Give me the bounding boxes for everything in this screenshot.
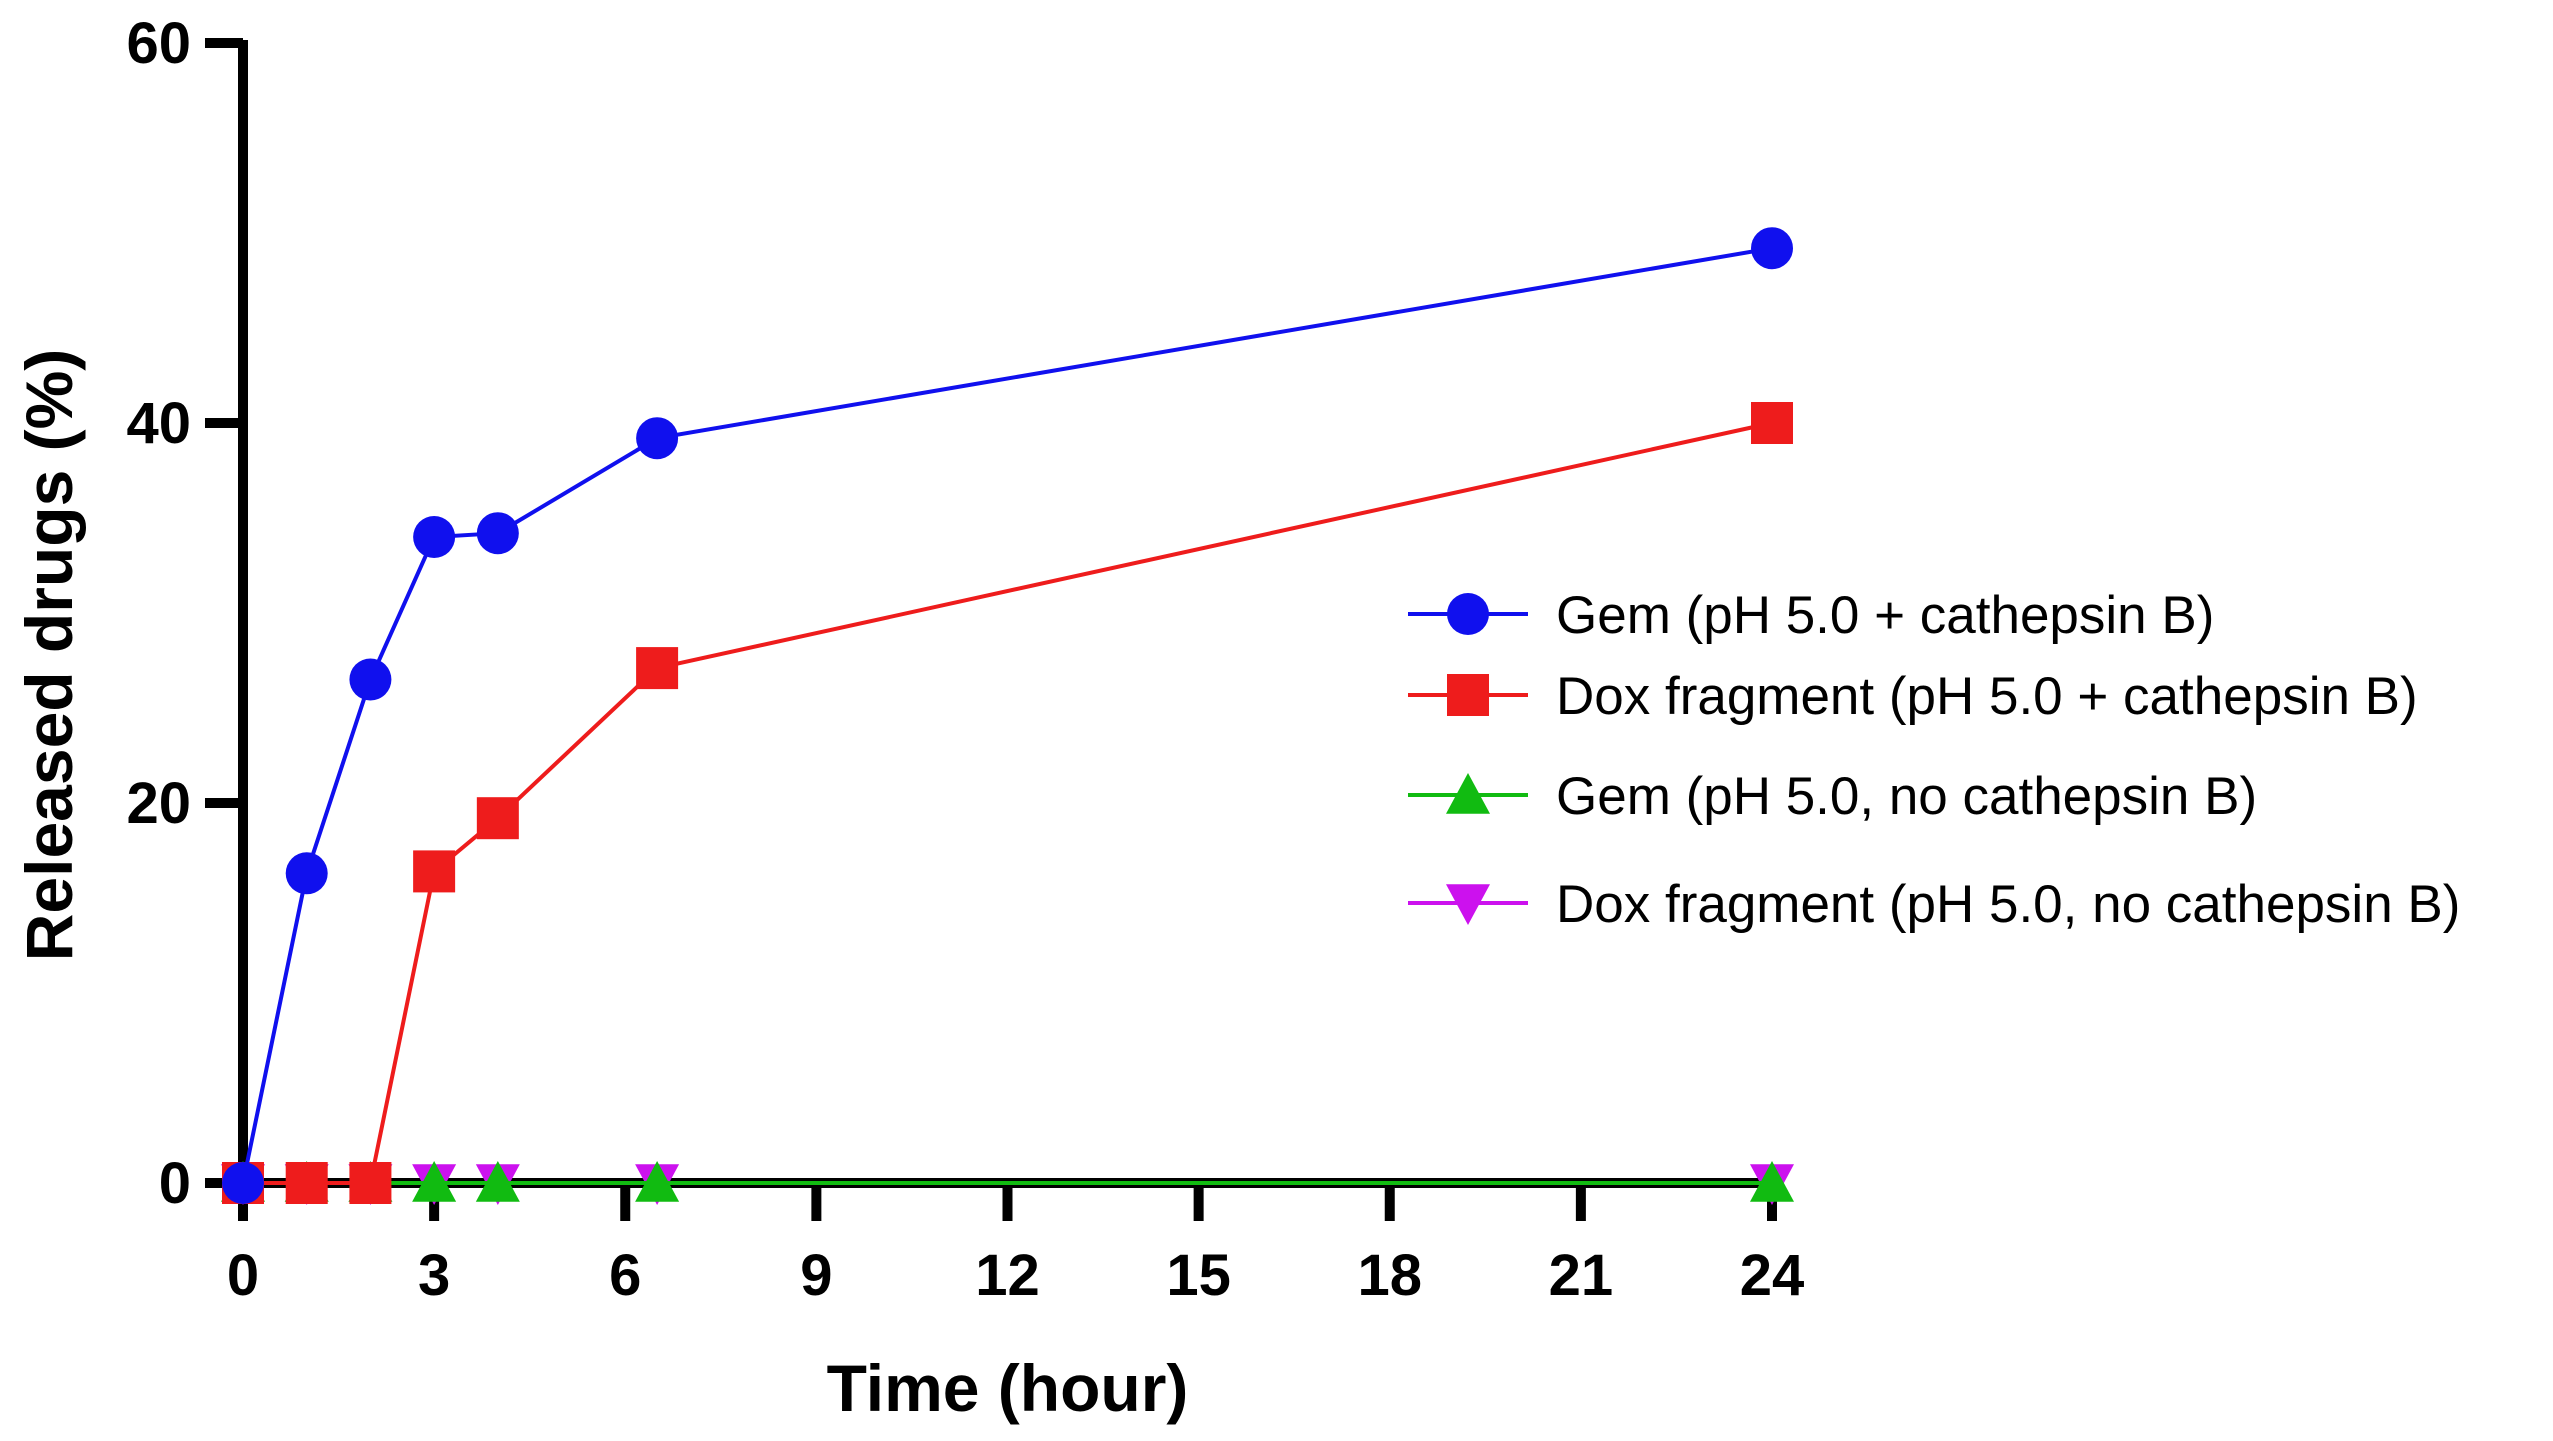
data-point bbox=[285, 852, 328, 895]
legend-label: Dox fragment (pH 5.0 + cathepsin B) bbox=[1556, 667, 2418, 726]
legend-marker bbox=[1447, 593, 1489, 635]
data-point bbox=[635, 1161, 680, 1202]
legend-label: Gem (pH 5.0 + cathepsin B) bbox=[1556, 586, 2214, 645]
legend: Gem (pH 5.0 + cathepsin B) Dox fragment (… bbox=[1408, 586, 2460, 934]
series-line bbox=[243, 421, 1773, 1185]
data-point bbox=[285, 1162, 328, 1204]
x-tick-label: 0 bbox=[227, 1243, 259, 1308]
data-point bbox=[1751, 402, 1793, 444]
legend-item: Gem (pH 5.0 + cathepsin B) bbox=[1408, 586, 2214, 645]
y-tick-label: 20 bbox=[126, 771, 191, 836]
x-tick-label: 15 bbox=[1166, 1243, 1231, 1308]
x-tick-label: 6 bbox=[609, 1243, 641, 1308]
legend-label: Gem (pH 5.0, no cathepsin B) bbox=[1556, 767, 2257, 826]
x-tick-label: 9 bbox=[800, 1243, 832, 1308]
data-point bbox=[476, 797, 519, 840]
legend-item: Gem (pH 5.0, no cathepsin B) bbox=[1408, 767, 2257, 826]
series-0 bbox=[222, 227, 1793, 1204]
data-point bbox=[413, 850, 456, 893]
x-tick-label: 12 bbox=[975, 1243, 1040, 1308]
x-axis-title: Time (hour) bbox=[827, 1351, 1189, 1425]
x-tick-label: 21 bbox=[1549, 1243, 1614, 1308]
data-point bbox=[1750, 1161, 1794, 1202]
data-point bbox=[636, 417, 679, 460]
legend-marker bbox=[1446, 773, 1490, 814]
data-point bbox=[412, 1161, 457, 1202]
x-tick-label: 18 bbox=[1357, 1243, 1422, 1308]
legend-label: Dox fragment (pH 5.0, no cathepsin B) bbox=[1556, 875, 2460, 934]
data-point bbox=[476, 512, 519, 555]
legend-marker bbox=[1447, 674, 1489, 716]
data-point bbox=[222, 1162, 264, 1204]
data-point bbox=[475, 1161, 520, 1202]
y-tick-label: 40 bbox=[126, 391, 191, 456]
data-point bbox=[349, 658, 392, 701]
data-point bbox=[636, 647, 679, 690]
x-tick-label: 3 bbox=[418, 1243, 450, 1308]
y-tick-label: 60 bbox=[126, 11, 191, 76]
y-axis-title: Released drugs (%) bbox=[12, 349, 86, 962]
legend-marker bbox=[1446, 884, 1490, 925]
x-tick-label: 24 bbox=[1740, 1243, 1805, 1308]
series-line bbox=[241, 246, 1773, 1184]
series-layer bbox=[221, 227, 1794, 1205]
data-point bbox=[413, 516, 456, 558]
y-tick-label: 0 bbox=[159, 1151, 191, 1216]
data-point bbox=[349, 1162, 392, 1204]
data-point bbox=[1751, 227, 1793, 270]
legend-item: Dox fragment (pH 5.0, no cathepsin B) bbox=[1408, 875, 2460, 934]
legend-item: Dox fragment (pH 5.0 + cathepsin B) bbox=[1408, 667, 2418, 726]
axes: 0 20 40 60 0 3 6 9 12 15 18 21 24 Time (hour) Released… bbox=[12, 11, 1804, 1425]
